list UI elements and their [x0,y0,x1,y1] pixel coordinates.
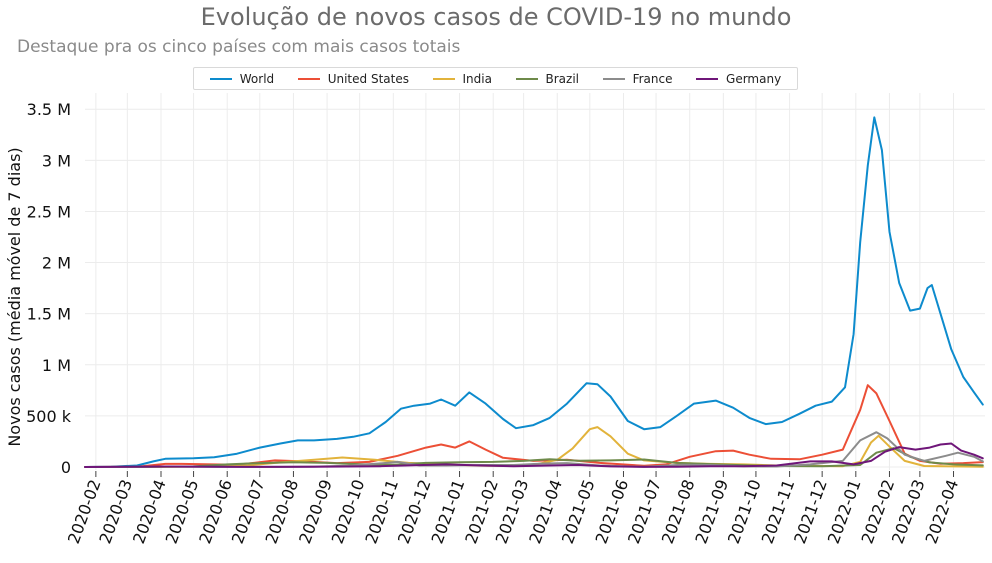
series-line-brazil [84,447,984,468]
legend-label: United States [327,71,409,86]
y-tick-label: 3 M [42,151,71,170]
series-line-germany [84,442,984,468]
series-line-world [84,116,984,468]
grid [85,93,985,470]
legend-item-world: World [209,71,275,86]
legend-swatch [602,77,625,80]
y-tick-label: 500 k [26,407,72,426]
legend-swatch [515,77,538,80]
legend-swatch [432,77,455,80]
legend-label: World [239,71,275,86]
legend-swatch [696,77,719,80]
y-axis-label: Novos casos (média móvel de 7 dias) [5,147,24,446]
legend-item-united-states: United States [297,71,409,86]
series-line-india [84,426,984,468]
legend-label: India [462,71,492,86]
y-tick-label: 1 M [42,356,71,375]
series-lines [84,116,984,468]
legend-swatch [297,77,320,80]
y-tick-label: 3.5 M [27,100,71,119]
chart-subtitle: Destaque pra os cinco países com mais ca… [17,37,461,57]
y-tick-label: 1.5 M [27,305,71,324]
y-tick-label: 2.5 M [27,202,71,221]
y-tick-label: 0 [61,458,71,477]
legend-item-brazil: Brazil [515,71,580,86]
x-tick-label: 2022-04 [922,477,963,546]
y-tick-label: 2 M [42,254,71,273]
legend: World United States India Brazil France Germa… [193,67,798,90]
legend-item-india: India [432,71,492,86]
chart-title: Evolução de novos casos de COVID-19 no m… [200,3,792,31]
legend-label: France [632,71,673,86]
legend-item-france: France [602,71,673,86]
legend-item-germany: Germany [696,72,781,86]
legend-swatch [209,77,232,80]
legend-label: Germany [726,71,782,86]
legend-label: Brazil [545,71,580,86]
